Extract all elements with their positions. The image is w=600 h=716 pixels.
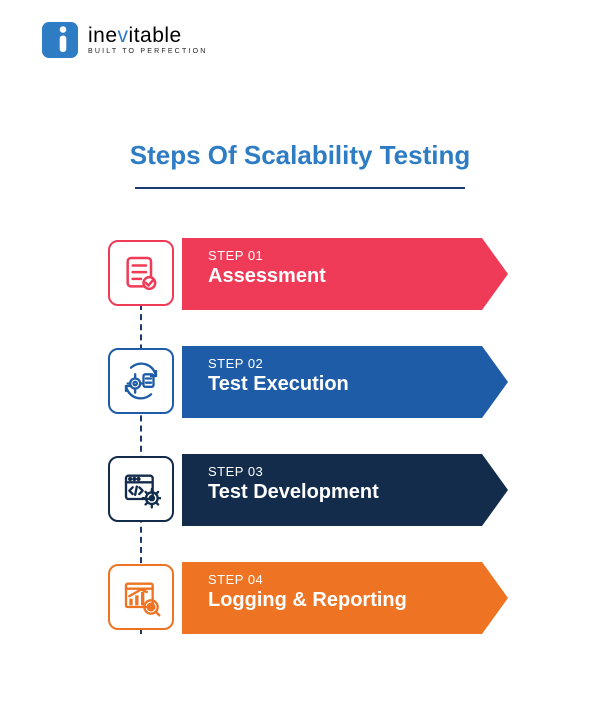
step-text: STEP 02 Test Execution [208, 356, 349, 396]
step-row: STEP 01 Assessment [108, 238, 508, 314]
brand-name-accent: v [118, 24, 129, 47]
brand-logo: inevitable BUILT TO PERFECTION [42, 22, 207, 58]
logo-glyph-icon [42, 22, 78, 58]
report-chart-icon [121, 577, 161, 617]
page-title-block: Steps Of Scalability Testing [0, 140, 600, 189]
step-label: STEP 01 [208, 248, 326, 263]
brand-tagline: BUILT TO PERFECTION [88, 48, 207, 55]
step-title: Assessment [208, 265, 326, 288]
logo-mark-icon [42, 22, 78, 58]
brand-name-pre: ine [88, 24, 118, 47]
page-title: Steps Of Scalability Testing [0, 140, 600, 171]
step-title: Test Development [208, 481, 379, 504]
step-title: Logging & Reporting [208, 589, 407, 612]
step-row: STEP 02 Test Execution [108, 346, 508, 422]
steps-list: STEP 01 Assessment STEP 02 Test [108, 238, 508, 670]
step-icon-box [108, 240, 174, 306]
logo-text: inevitable BUILT TO PERFECTION [88, 25, 207, 55]
title-underline [135, 187, 465, 189]
step-icon-box [108, 456, 174, 522]
step-row: STEP 03 Test Development [108, 454, 508, 530]
step-icon-box [108, 564, 174, 630]
step-icon-box [108, 348, 174, 414]
brand-name-post: itable [129, 24, 182, 47]
step-text: STEP 03 Test Development [208, 464, 379, 504]
step-row: STEP 04 Logging & Reporting [108, 562, 508, 638]
step-label: STEP 02 [208, 356, 349, 371]
step-text: STEP 01 Assessment [208, 248, 326, 288]
code-window-icon [121, 469, 161, 509]
brand-name: inevitable [88, 25, 207, 46]
step-label: STEP 03 [208, 464, 379, 479]
checklist-icon [121, 253, 161, 293]
step-title: Test Execution [208, 373, 349, 396]
process-gear-icon [121, 361, 161, 401]
step-text: STEP 04 Logging & Reporting [208, 572, 407, 612]
step-label: STEP 04 [208, 572, 407, 587]
